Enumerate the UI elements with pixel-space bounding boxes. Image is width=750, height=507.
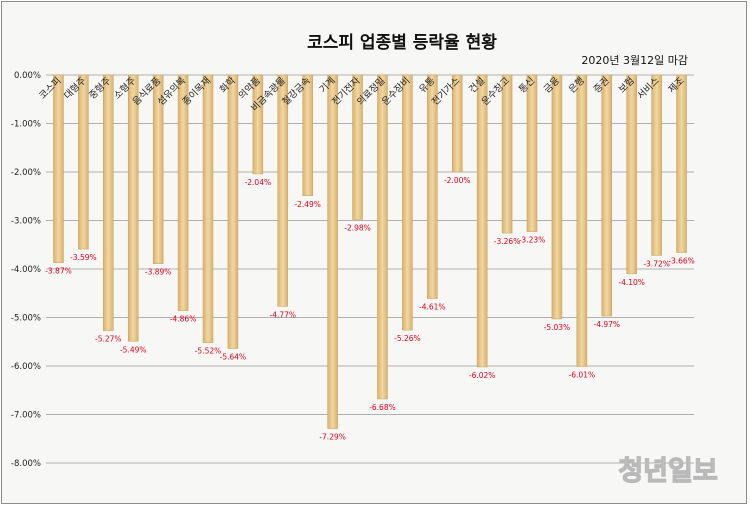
watermark-logo: 청년일보 (618, 456, 717, 487)
bar (476, 74, 488, 368)
data-label: -5.52% (195, 347, 222, 356)
data-label: -7.29% (319, 433, 346, 442)
bar (551, 74, 563, 320)
data-label: -4.86% (170, 315, 197, 324)
bar (576, 74, 588, 367)
bar (53, 74, 64, 263)
bar (327, 74, 338, 429)
data-label: -4.97% (593, 320, 620, 329)
bar (227, 74, 239, 349)
bar (676, 74, 687, 253)
data-label: -2.98% (344, 224, 371, 233)
bar (302, 74, 313, 197)
bar (451, 74, 463, 173)
y-axis-ticks: 0.00% -1.00% -2.00% -3.00% -4.00% -5.00% -6.00… (11, 71, 41, 469)
bar (526, 74, 538, 232)
y-tick-label: -5.00% (11, 314, 41, 324)
bars (53, 74, 687, 429)
y-tick-label: -7.00% (11, 411, 41, 421)
chart-title: 코스피 업종별 등락율 현황 (307, 33, 497, 53)
bar (277, 74, 289, 307)
bar (626, 74, 637, 275)
y-tick-label: 0.00% (14, 71, 41, 81)
bar (352, 74, 363, 220)
data-label: -5.27% (95, 335, 122, 344)
data-label: -5.03% (544, 323, 571, 332)
data-label: -3.72% (643, 259, 670, 268)
data-label: -3.26% (494, 237, 521, 246)
bar (177, 74, 189, 311)
bar (601, 74, 613, 317)
data-label: -4.61% (419, 303, 446, 312)
data-label: -4.77% (269, 310, 296, 319)
bar (202, 74, 214, 343)
bar (252, 74, 264, 175)
data-label: -6.02% (469, 371, 496, 380)
bar (377, 74, 388, 400)
y-tick-label: -3.00% (11, 217, 41, 227)
bar (402, 74, 413, 331)
y-tick-label: -1.00% (11, 120, 41, 130)
data-label: -2.04% (245, 178, 272, 187)
y-tick-label: -8.00% (11, 459, 41, 469)
y-tick-label: -6.00% (11, 362, 41, 372)
data-label: -3.23% (519, 236, 546, 245)
data-label: -5.64% (220, 353, 247, 362)
data-label: -6.68% (369, 403, 396, 412)
bar (427, 74, 438, 299)
data-label: -4.10% (618, 278, 645, 287)
data-label: -3.89% (145, 268, 172, 277)
data-label: -5.49% (120, 345, 147, 354)
bar (103, 74, 114, 331)
bar (651, 74, 662, 256)
y-tick-label: -2.00% (11, 168, 41, 178)
data-label: -3.87% (45, 267, 72, 276)
y-tick-label: -4.00% (11, 265, 41, 275)
bar (152, 74, 164, 264)
data-label: -5.26% (394, 334, 421, 343)
data-label: -3.66% (668, 257, 695, 266)
chart-subtitle: 2020년 3월12일 마감 (581, 53, 688, 67)
bar (78, 74, 89, 250)
data-labels: -3.87% -3.59% -5.27%-5.49% -3.89% -4.86% -5.5… (45, 176, 695, 442)
bar (127, 74, 139, 342)
data-label: -3.59% (70, 253, 97, 262)
bar (501, 74, 513, 234)
data-label: -2.49% (294, 200, 321, 209)
data-label: -6.01% (569, 370, 596, 379)
data-label: -2.00% (444, 176, 471, 185)
